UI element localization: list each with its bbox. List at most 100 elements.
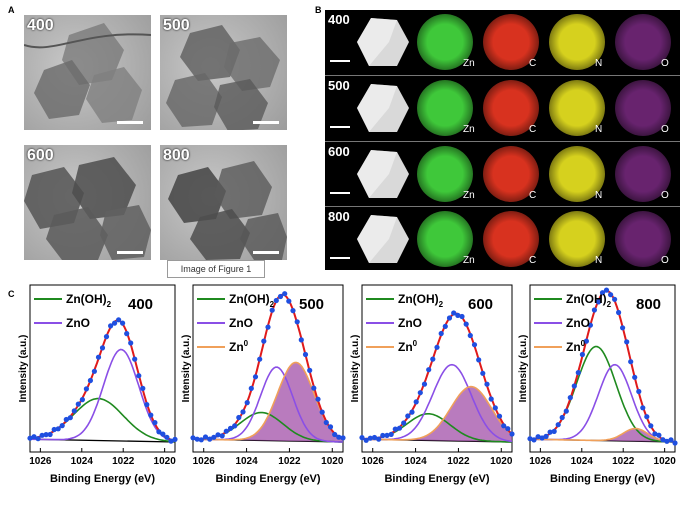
eds-map-o xyxy=(615,146,671,202)
data-point xyxy=(563,408,569,414)
data-point xyxy=(315,396,321,402)
y-axis-label: Intensity (a.u.) xyxy=(181,335,192,403)
data-point xyxy=(144,402,150,408)
data-point xyxy=(417,390,423,396)
plot-frame xyxy=(192,284,344,453)
eds-map-zn xyxy=(417,80,473,136)
legend-label: Zn(OH)2 xyxy=(66,292,112,309)
tem-image-400: 400 xyxy=(24,15,151,130)
data-point xyxy=(120,320,126,326)
data-point xyxy=(340,435,346,441)
data-point xyxy=(392,426,398,432)
data-point xyxy=(555,422,561,428)
tem-label: 500 xyxy=(163,17,190,34)
plot-frame xyxy=(529,284,676,453)
data-point xyxy=(575,370,581,376)
data-point xyxy=(168,438,174,444)
data-point xyxy=(664,438,670,444)
data-point xyxy=(112,320,118,326)
legend-label: Zn(OH)2 xyxy=(229,292,275,309)
data-point xyxy=(616,309,622,316)
zn0-fill xyxy=(193,362,343,442)
data-point xyxy=(567,395,573,401)
svg-text:Intensity (a.u.): Intensity (a.u.) xyxy=(181,335,192,403)
data-point xyxy=(71,408,77,414)
y-axis-label: Intensity (a.u.) xyxy=(518,335,529,403)
data-point xyxy=(409,409,415,415)
data-point xyxy=(87,377,93,384)
data-point xyxy=(451,310,457,316)
data-point xyxy=(459,313,465,320)
data-point xyxy=(95,354,102,360)
haadf-particle xyxy=(357,215,409,263)
eds-row-label: 400 xyxy=(328,12,350,27)
data-point xyxy=(571,383,577,389)
data-point xyxy=(359,435,365,441)
tem-hexagons xyxy=(24,23,151,123)
data-point xyxy=(652,431,658,437)
data-point xyxy=(265,324,271,330)
data-point xyxy=(302,351,309,358)
data-point xyxy=(47,431,53,438)
data-point xyxy=(257,356,263,362)
data-point xyxy=(124,331,130,337)
data-point xyxy=(190,435,196,441)
legend-label: ZnO xyxy=(566,316,590,330)
data-point xyxy=(27,435,33,441)
data-point xyxy=(198,437,204,443)
tem-label: 600 xyxy=(27,147,54,164)
eds-row-label: 600 xyxy=(328,144,350,159)
data-point xyxy=(471,342,478,348)
data-point xyxy=(136,373,142,379)
data-point xyxy=(152,420,158,426)
series-zn0 xyxy=(193,361,344,441)
data-point xyxy=(371,434,378,441)
eds-element-label: C xyxy=(529,124,537,135)
scale-bar xyxy=(117,121,143,124)
data-point xyxy=(455,312,461,318)
data-point xyxy=(319,409,325,415)
data-point xyxy=(128,340,134,346)
x-tick-label: 1022 xyxy=(447,456,470,467)
data-point xyxy=(261,338,267,344)
data-point xyxy=(132,356,138,362)
scale-bar xyxy=(253,121,279,124)
scale-bar xyxy=(117,251,143,254)
eds-map-c xyxy=(483,14,539,70)
x-axis-label: Binding Energy (eV) xyxy=(50,473,155,485)
data-point xyxy=(442,323,448,329)
data-point xyxy=(31,434,37,440)
eds-map-zn xyxy=(417,211,473,267)
haadf-particle xyxy=(357,150,409,198)
data-point xyxy=(543,433,549,439)
data-point xyxy=(421,381,428,387)
data-point xyxy=(401,420,407,426)
data-point xyxy=(332,431,338,438)
plot-title: 500 xyxy=(299,296,324,313)
data-point xyxy=(219,433,225,439)
data-point xyxy=(672,440,678,446)
x-tick-label: 1020 xyxy=(321,456,344,467)
data-point xyxy=(656,432,662,438)
data-point xyxy=(384,432,390,438)
data-point xyxy=(294,319,300,325)
svg-text:Intensity (a.u.): Intensity (a.u.) xyxy=(18,335,29,403)
data-point xyxy=(269,307,275,313)
data-point xyxy=(628,359,634,365)
eds-element-label: N xyxy=(595,124,603,135)
data-point xyxy=(463,321,469,327)
eds-row-label: 800 xyxy=(328,209,350,224)
plot-title: 600 xyxy=(468,296,493,313)
plot-frame xyxy=(361,284,513,453)
data-point xyxy=(559,414,565,421)
eds-element-label: O xyxy=(661,190,669,201)
eds-row: 400 Zn C N O xyxy=(325,10,680,74)
data-point xyxy=(583,338,589,344)
legend-label: Zn0 xyxy=(398,339,418,354)
panel-a-letter: A xyxy=(8,5,15,15)
data-point xyxy=(232,423,238,429)
haadf-particle xyxy=(357,18,409,66)
plot-title: 400 xyxy=(128,296,153,313)
data-point xyxy=(172,436,178,442)
